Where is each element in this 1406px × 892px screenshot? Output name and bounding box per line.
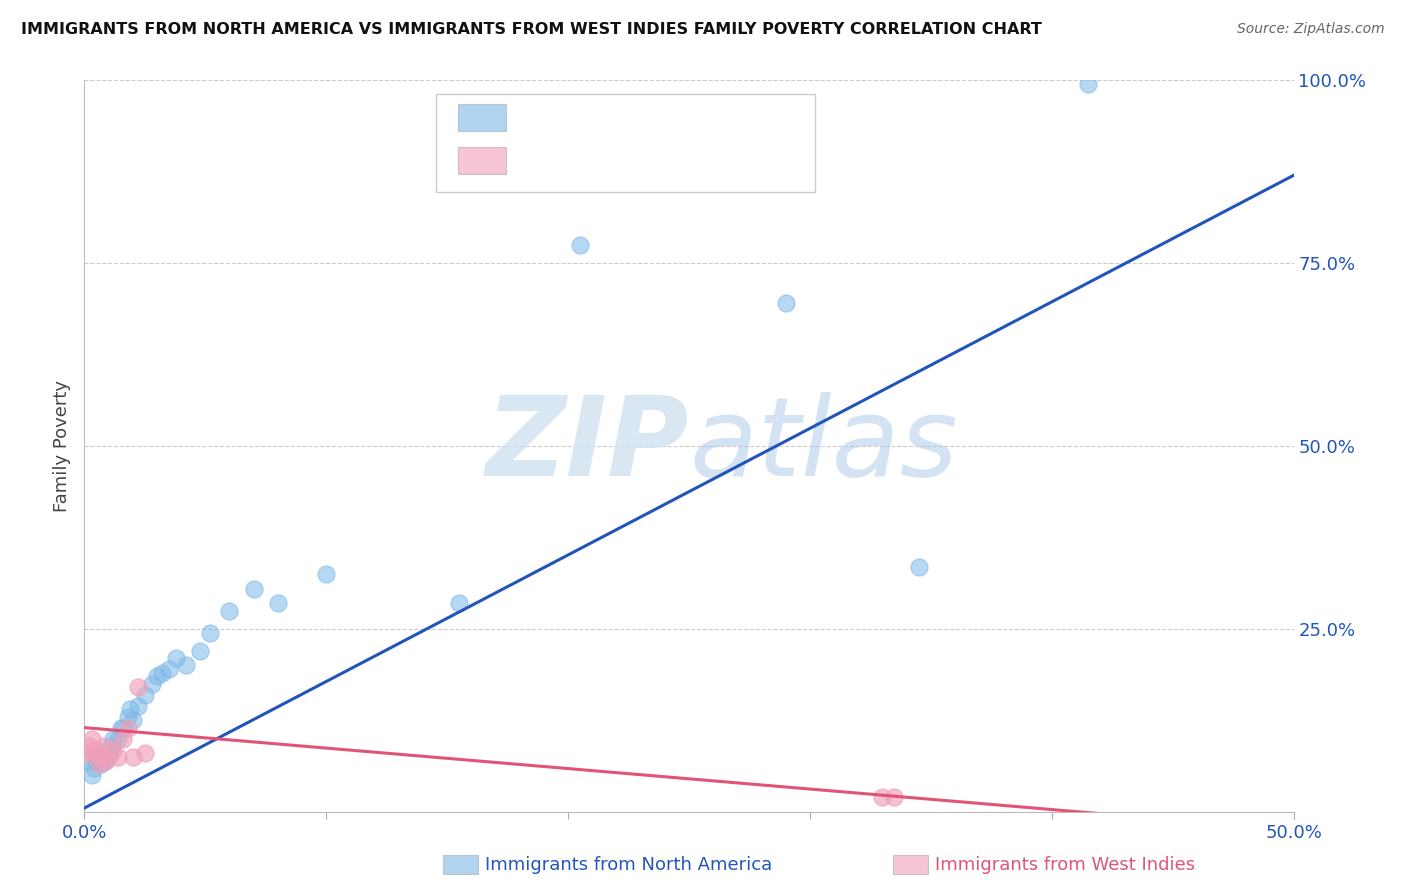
Point xyxy=(97,749,120,764)
Text: IMMIGRANTS FROM NORTH AMERICA VS IMMIGRANTS FROM WEST INDIES FAMILY POVERTY CORR: IMMIGRANTS FROM NORTH AMERICA VS IMMIGRA… xyxy=(21,22,1042,37)
Point xyxy=(93,739,115,753)
Point xyxy=(107,749,129,764)
Point xyxy=(174,658,197,673)
Point xyxy=(165,651,187,665)
Text: N =: N = xyxy=(661,107,700,125)
Point xyxy=(120,702,142,716)
Point xyxy=(97,746,120,760)
Text: R =: R = xyxy=(516,107,555,125)
Point xyxy=(103,742,125,756)
Text: -0.579: -0.579 xyxy=(553,150,617,168)
Point xyxy=(449,596,471,610)
Point xyxy=(121,714,143,728)
Bar xyxy=(443,855,478,874)
Point xyxy=(218,603,240,617)
Point xyxy=(77,739,100,753)
Point xyxy=(112,721,135,735)
Point xyxy=(117,721,139,735)
Point xyxy=(86,754,108,768)
Text: R =: R = xyxy=(516,150,555,168)
Text: Immigrants from North America: Immigrants from North America xyxy=(485,856,772,874)
Text: 19: 19 xyxy=(700,150,725,168)
Point xyxy=(83,746,105,760)
Point xyxy=(267,596,290,610)
Text: atlas: atlas xyxy=(689,392,957,500)
Point xyxy=(94,749,117,764)
Text: Source: ZipAtlas.com: Source: ZipAtlas.com xyxy=(1237,22,1385,37)
Point xyxy=(110,721,132,735)
Point xyxy=(775,296,797,310)
Point xyxy=(93,754,115,768)
Point xyxy=(141,676,163,690)
Point xyxy=(127,681,149,695)
Text: Immigrants from West Indies: Immigrants from West Indies xyxy=(935,856,1195,874)
Y-axis label: Family Poverty: Family Poverty xyxy=(53,380,72,512)
Point xyxy=(76,746,98,760)
Text: 0.749: 0.749 xyxy=(553,107,616,125)
Point xyxy=(1077,77,1099,91)
Point xyxy=(157,662,180,676)
Point xyxy=(90,749,112,764)
Bar xyxy=(893,855,928,874)
Point xyxy=(127,698,149,713)
Point xyxy=(150,665,173,680)
Point xyxy=(107,731,129,746)
Point xyxy=(94,754,117,768)
Text: ZIP: ZIP xyxy=(485,392,689,500)
Point xyxy=(146,669,169,683)
Point xyxy=(83,761,105,775)
Point xyxy=(87,757,110,772)
Point xyxy=(121,749,143,764)
Point xyxy=(87,746,110,760)
Text: N =: N = xyxy=(661,150,700,168)
Point xyxy=(77,754,100,768)
Point xyxy=(100,739,122,753)
Point xyxy=(190,644,212,658)
Point xyxy=(112,731,135,746)
Point xyxy=(198,625,221,640)
Point xyxy=(569,238,592,252)
Point xyxy=(242,582,264,596)
Point xyxy=(103,731,125,746)
Point xyxy=(907,559,929,574)
Point xyxy=(315,567,337,582)
Point xyxy=(134,688,156,702)
Point xyxy=(80,731,103,746)
Point xyxy=(883,790,905,805)
Point xyxy=(86,742,108,756)
Point xyxy=(117,709,139,723)
Point xyxy=(90,757,112,772)
Point xyxy=(80,768,103,782)
Point xyxy=(872,790,894,805)
Text: 36: 36 xyxy=(700,107,725,125)
Point xyxy=(134,746,156,760)
